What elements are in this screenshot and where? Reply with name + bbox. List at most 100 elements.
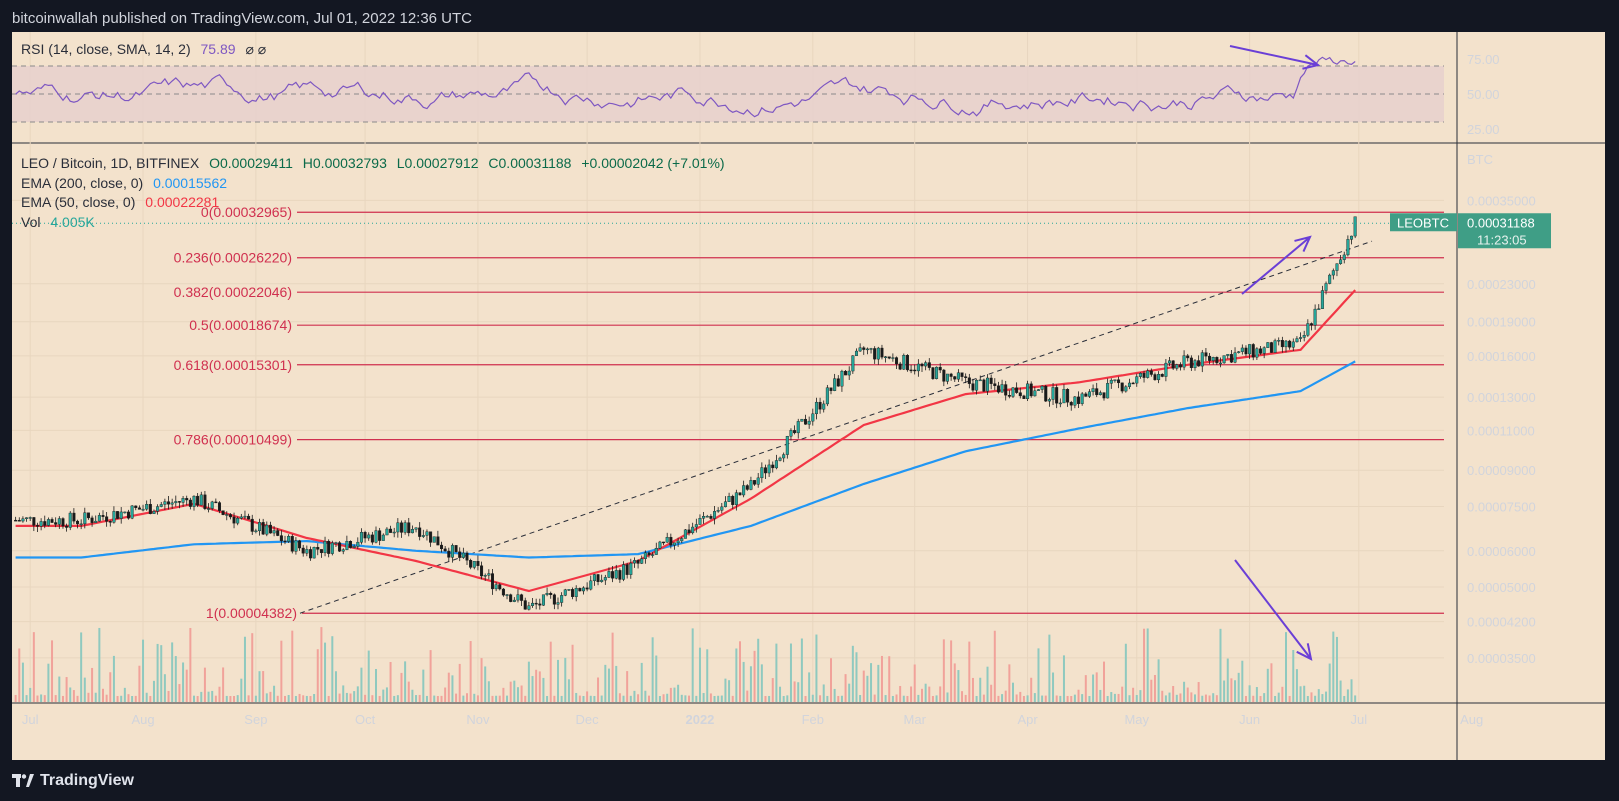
candle-body <box>1280 340 1284 348</box>
symbol-badge-label: LEOBTC <box>1397 215 1449 230</box>
candle-body <box>327 540 331 554</box>
volume-bar <box>1332 631 1335 702</box>
candle-body <box>43 521 47 526</box>
volume-decline-arrow <box>1234 559 1312 660</box>
candle-body <box>472 561 476 568</box>
candle-body <box>1153 374 1157 381</box>
volume-bar <box>760 664 763 702</box>
volume-bar <box>935 695 938 702</box>
volume-bar <box>567 679 570 702</box>
candle-body <box>447 550 451 558</box>
candle-body <box>76 520 80 525</box>
volume-bar <box>728 680 731 702</box>
candle-body <box>1229 354 1233 363</box>
volume-bar <box>866 675 869 702</box>
chart-area[interactable]: Jul Aug Sep Oct Nov Dec 2022 Feb Mar Apr May Jun Jul… <box>12 32 1605 760</box>
volume-bar <box>524 695 527 702</box>
candle-body <box>1346 239 1350 256</box>
volume-bar <box>487 681 490 702</box>
candle-body <box>65 525 69 528</box>
candle-body <box>1331 270 1335 276</box>
volume-bar <box>152 680 155 702</box>
candle-body <box>483 575 487 577</box>
volume-bar <box>997 695 1000 702</box>
volume-bar <box>1248 685 1251 702</box>
symbol-title[interactable]: LEO / Bitcoin, 1D, BITFINEX <box>21 155 200 171</box>
volume-bar <box>1310 692 1313 702</box>
volume-bar <box>29 687 32 702</box>
ema50-label[interactable]: EMA (50, close, 0) <box>21 194 136 210</box>
candle-body <box>370 534 374 543</box>
volume-bar <box>924 683 927 702</box>
candle-body <box>658 541 662 549</box>
time-axis-tick-label: May <box>1124 712 1149 727</box>
volume-bar <box>371 695 374 702</box>
volume-bar <box>1062 655 1065 702</box>
price-chart-svg[interactable]: Jul Aug Sep Oct Nov Dec 2022 Feb Mar Apr May Jun Jul… <box>12 32 1605 760</box>
candle-body <box>378 530 382 541</box>
candle-body <box>101 515 105 517</box>
volume-bar <box>542 677 545 702</box>
candle-body <box>312 547 316 559</box>
candle-body <box>225 514 229 516</box>
candle-body <box>753 480 757 485</box>
volume-bar <box>466 693 468 702</box>
volume-bar <box>145 692 148 702</box>
candle-body <box>687 529 691 534</box>
tradingview-footer[interactable]: TradingView <box>12 772 134 790</box>
candle-body <box>301 547 305 554</box>
candle-body <box>1302 335 1306 338</box>
candle-body <box>14 519 18 522</box>
volume-bar <box>695 695 698 702</box>
volume-bar <box>899 685 902 702</box>
rsi-divergence-arrow-head <box>1302 54 1321 70</box>
eye-off-icon[interactable]: ⌀ ⌀ <box>245 41 267 57</box>
candle-body <box>844 370 848 376</box>
volume-bar <box>538 671 541 702</box>
candle-body <box>1189 357 1193 369</box>
volume-bar <box>575 692 578 702</box>
candle-body <box>1040 385 1044 390</box>
time-axis-tick-label: Jul <box>22 712 39 727</box>
volume-bar <box>1146 628 1149 702</box>
rsi-label: RSI (14, close, SMA, 14, 2) <box>21 41 191 57</box>
candle-body <box>887 356 891 359</box>
candle-body <box>1124 386 1128 392</box>
volume-bar <box>1037 648 1040 702</box>
candle-body <box>152 511 156 515</box>
ema200-label[interactable]: EMA (200, close, 0) <box>21 175 144 191</box>
volume-bar <box>189 627 192 702</box>
candle-body <box>891 357 895 359</box>
candle-body <box>1306 323 1310 336</box>
candle-body <box>1047 399 1051 402</box>
volume-bar <box>1008 664 1011 702</box>
candle-body <box>1164 362 1168 377</box>
candle-body <box>1175 364 1179 369</box>
candle-body <box>421 535 425 537</box>
candle-body <box>865 348 869 351</box>
candle-body <box>476 561 480 566</box>
candle-body <box>749 480 753 490</box>
candle-body <box>392 531 396 534</box>
candle-body <box>159 504 163 507</box>
candle-body <box>461 552 465 558</box>
candle-body <box>603 577 607 581</box>
volume-bar <box>1157 659 1160 702</box>
candle-body <box>501 588 505 596</box>
volume-bar <box>859 694 862 702</box>
candle-body <box>450 545 454 558</box>
volume-bar <box>43 695 46 702</box>
rsi-axis-tick-label: 50.00 <box>1467 87 1500 102</box>
candle-body <box>1262 347 1266 354</box>
volume-legend: Vol 4.005K <box>21 214 101 230</box>
candle-body <box>46 519 50 526</box>
candle-body <box>97 515 101 522</box>
candle-body <box>185 498 189 501</box>
candle-body <box>702 516 706 519</box>
candle-body <box>407 522 411 534</box>
volume-bar <box>1081 694 1084 702</box>
volume-label[interactable]: Vol <box>21 214 41 230</box>
candle-body <box>935 366 939 379</box>
candle-body <box>28 517 32 519</box>
volume-bar <box>134 695 137 702</box>
